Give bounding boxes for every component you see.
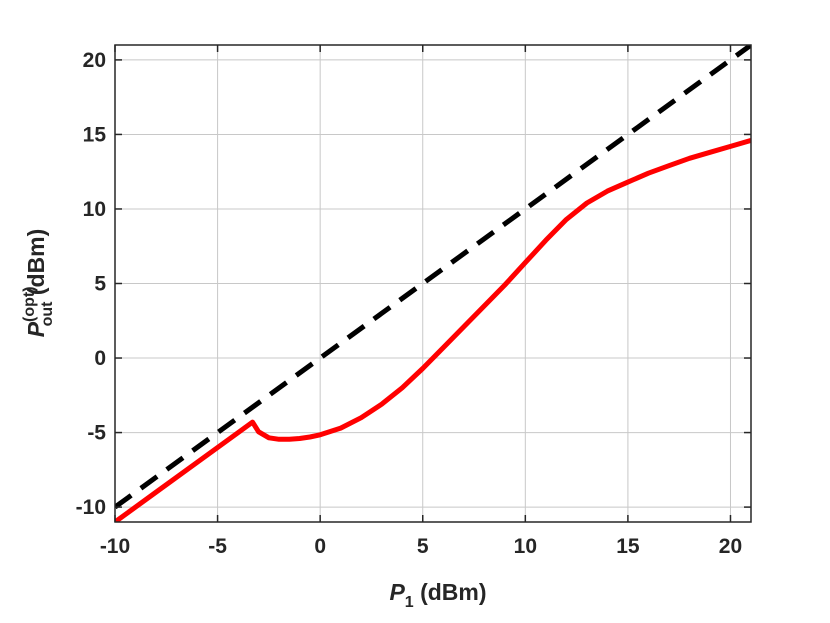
x-tick-label: -10 [100, 535, 130, 558]
grid [114, 45, 751, 522]
ticks: -10 -5 0 5 10 15 20 -10 -5 0 5 10 15 20 [76, 45, 751, 558]
output-power-series [115, 138, 751, 522]
x-axis-label-main: P [389, 579, 405, 605]
plot-area [115, 45, 751, 522]
x-axis-label: P1 (dBm) [389, 579, 486, 611]
x-tick-label: 10 [514, 535, 537, 558]
y-tick-label: -5 [87, 422, 106, 445]
y-tick-label: 0 [94, 347, 106, 370]
y-tick-label: 10 [83, 198, 106, 221]
y-axis-label-sup: (opt) [21, 286, 38, 322]
x-axis-label-sub: 1 [405, 594, 414, 611]
y-tick-label: 5 [94, 273, 106, 296]
x-tick-label: -5 [208, 535, 227, 558]
x-axis-label-unit: (dBm) [414, 579, 487, 605]
x-tick-label: 15 [616, 535, 640, 558]
y-axis-label-unit: (dBm) [23, 229, 49, 302]
y-tick-label: 20 [83, 49, 106, 72]
x-tick-label: 5 [417, 535, 429, 558]
y-tick-label: 15 [83, 123, 107, 146]
y-axis-label: P(opt)out (dBm) [21, 229, 56, 338]
y-axis-label-main: P [23, 321, 49, 337]
x-tick-label: 20 [719, 535, 742, 558]
x-tick-label: 0 [314, 535, 326, 558]
y-axis-label-sub: out [39, 301, 56, 327]
y-tick-label: -10 [76, 496, 106, 519]
reference-line-series [115, 45, 751, 510]
